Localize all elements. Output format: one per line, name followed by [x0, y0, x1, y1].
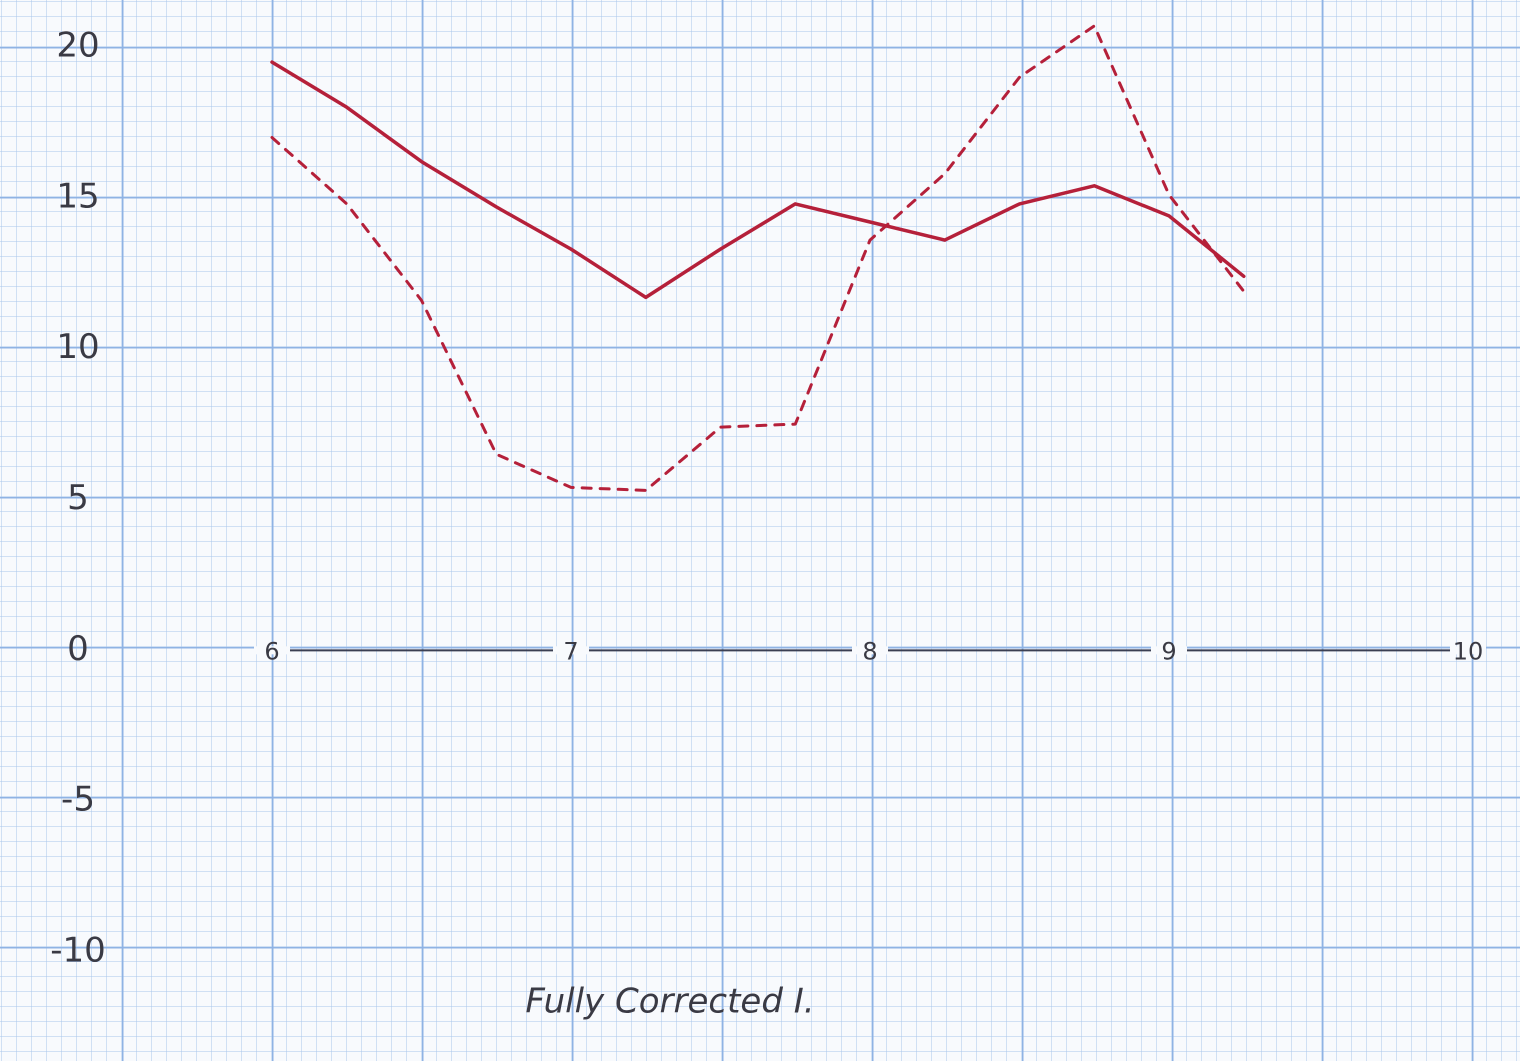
y-tick-label: 15: [56, 176, 99, 216]
x-tick-label: 6: [264, 637, 279, 665]
tick-label-gap: [553, 646, 589, 655]
y-tick-label: -5: [61, 780, 95, 820]
y-tick-label: 5: [67, 478, 89, 518]
y-tick-label: -10: [50, 931, 106, 971]
tick-label-gap: [254, 646, 290, 655]
solid-line: [270, 60, 1246, 300]
x-tick-label: 8: [862, 637, 877, 665]
tick-label-gap: [1450, 646, 1486, 655]
tick-label-gap: [1151, 646, 1187, 655]
y-tick-label: 20: [56, 26, 99, 66]
tick-label-gap: [852, 646, 888, 655]
y-tick-label: 10: [56, 327, 99, 367]
x-tick-label: 7: [563, 637, 578, 665]
x-tick-label: 10: [1453, 637, 1484, 665]
chart-title: Fully Corrected I.: [525, 982, 814, 1022]
dashed-line: [270, 24, 1246, 492]
y-tick-label: 0: [67, 629, 89, 669]
x-tick-label: 9: [1161, 637, 1176, 665]
